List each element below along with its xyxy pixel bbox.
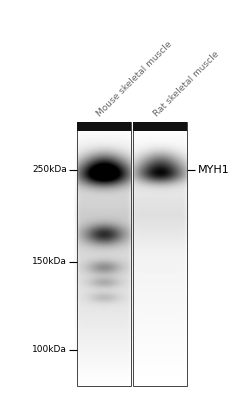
Text: 250kDa: 250kDa: [32, 166, 67, 174]
Text: 150kDa: 150kDa: [32, 258, 67, 266]
Text: MYH1: MYH1: [198, 165, 230, 175]
Bar: [133, 122, 187, 386]
Bar: [133, 122, 187, 131]
Text: Mouse skeletal muscle: Mouse skeletal muscle: [95, 39, 174, 118]
Text: 100kDa: 100kDa: [32, 346, 67, 354]
Text: Rat skeletal muscle: Rat skeletal muscle: [152, 49, 220, 118]
Bar: [77, 122, 131, 131]
Bar: [77, 122, 131, 386]
